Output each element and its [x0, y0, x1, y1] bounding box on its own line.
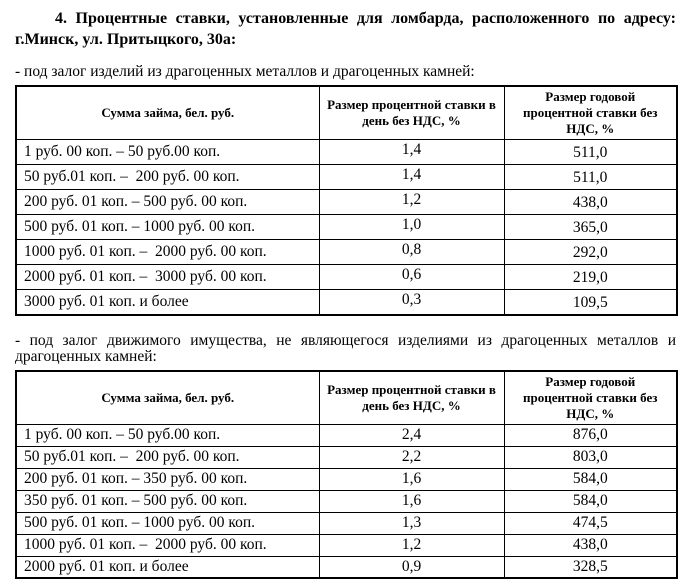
loan-amount-cell: 500 руб. 01 коп. – 1000 руб. 00 коп.: [15, 214, 320, 240]
header-row: Сумма займа, бел. руб. Размер процентной…: [15, 85, 678, 140]
daily-rate-cell: 1,4: [318, 139, 505, 165]
table-row: 500 руб. 01 коп. – 1000 руб. 00 коп. 1,0…: [15, 214, 678, 240]
title-line-2: г.Минск, ул. Притыцкого, 30а:: [15, 31, 237, 48]
loan-amount-cell: 200 руб. 01 коп. – 350 руб. 00 коп.: [15, 467, 320, 491]
table-row: 3000 руб. 01 коп. и более 0,3 109,5: [15, 289, 678, 315]
table-row: 1000 руб. 01 коп. – 2000 руб. 00 коп. 0,…: [15, 239, 678, 265]
daily-rate-cell: 1,6: [318, 489, 505, 513]
annual-rate-cell: 876,0: [503, 423, 678, 447]
annual-rate-cell: 292,0: [503, 239, 678, 265]
precious-metals-rates-table: Сумма займа, бел. руб. Размер процентной…: [15, 85, 678, 316]
caption-line-2: драгоценных камней:: [15, 347, 157, 365]
column-header-daily-rate: Размер процентной ставки в день без НДС,…: [318, 85, 505, 140]
loan-amount-cell: 1 руб. 00 коп. – 50 руб.00 коп.: [15, 423, 320, 447]
annual-rate-cell: 109,5: [503, 289, 678, 315]
daily-rate-cell: 0,8: [318, 239, 505, 265]
annual-rate-cell: 219,0: [503, 264, 678, 290]
loan-amount-cell: 2000 руб. 01 коп. и более: [15, 555, 320, 579]
annual-rate-cell: 365,0: [503, 214, 678, 240]
movable-property-rates-table: Сумма займа, бел. руб. Размер процентной…: [15, 369, 678, 579]
daily-rate-cell: 1,3: [318, 511, 505, 535]
loan-amount-cell: 200 руб. 01 коп. – 500 руб. 00 коп.: [15, 189, 320, 215]
daily-rate-cell: 1,2: [318, 533, 505, 557]
daily-rate-cell: 2,4: [318, 423, 505, 447]
annual-rate-cell: 511,0: [503, 164, 678, 190]
annual-rate-cell: 328,5: [503, 555, 678, 579]
annual-rate-cell: 584,0: [503, 489, 678, 513]
table-row: 200 руб. 01 коп. – 350 руб. 00 коп. 1,6 …: [15, 467, 678, 491]
table-row: 2000 руб. 01 коп. – 3000 руб. 00 коп. 0,…: [15, 264, 678, 290]
daily-rate-cell: 0,6: [318, 264, 505, 290]
table-row: 350 руб. 01 коп. – 500 руб. 00 коп. 1,6 …: [15, 489, 678, 513]
annual-rate-cell: 803,0: [503, 445, 678, 469]
table-row: 1000 руб. 01 коп. – 2000 руб. 00 коп. 1,…: [15, 533, 678, 557]
daily-rate-cell: 1,2: [318, 189, 505, 215]
daily-rate-cell: 0,9: [318, 555, 505, 579]
loan-amount-cell: 3000 руб. 01 коп. и более: [15, 289, 320, 315]
section1-caption: - под залог изделий из драгоценных метал…: [15, 63, 475, 80]
annual-rate-cell: 438,0: [503, 189, 678, 215]
table-row: 1 руб. 00 коп. – 50 руб.00 коп. 1,4 511,…: [15, 139, 678, 165]
loan-amount-cell: 50 руб.01 коп. – 200 руб. 00 коп.: [15, 445, 320, 469]
column-header-loan-amount: Сумма займа, бел. руб.: [15, 85, 320, 140]
table-row: 1 руб. 00 коп. – 50 руб.00 коп. 2,4 876,…: [15, 423, 678, 447]
annual-rate-cell: 584,0: [503, 467, 678, 491]
daily-rate-cell: 0,3: [318, 289, 505, 315]
loan-amount-cell: 1 руб. 00 коп. – 50 руб.00 коп.: [15, 139, 320, 165]
column-header-annual-rate: Размер годовой процентной ставки без НДС…: [503, 85, 678, 140]
daily-rate-cell: 1,0: [318, 214, 505, 240]
loan-amount-cell: 50 руб.01 коп. – 200 руб. 00 коп.: [15, 164, 320, 190]
column-header-loan-amount: Сумма займа, бел. руб.: [15, 370, 320, 425]
loan-amount-cell: 2000 руб. 01 коп. – 3000 руб. 00 коп.: [15, 264, 320, 290]
table-row: 50 руб.01 коп. – 200 руб. 00 коп. 1,4 51…: [15, 164, 678, 190]
table-row: 50 руб.01 коп. – 200 руб. 00 коп. 2,2 80…: [15, 445, 678, 469]
daily-rate-cell: 2,2: [318, 445, 505, 469]
annual-rate-cell: 474,5: [503, 511, 678, 535]
table-row: 2000 руб. 01 коп. и более 0,9 328,5: [15, 555, 678, 579]
daily-rate-cell: 1,4: [318, 164, 505, 190]
column-header-daily-rate: Размер процентной ставки в день без НДС,…: [318, 370, 505, 425]
loan-amount-cell: 1000 руб. 01 коп. – 2000 руб. 00 коп.: [15, 239, 320, 265]
title-line-1: 4. Процентные ставки, установленные для …: [55, 10, 676, 27]
loan-amount-cell: 500 руб. 01 коп. – 1000 руб. 00 коп.: [15, 511, 320, 535]
loan-amount-cell: 350 руб. 01 коп. – 500 руб. 00 коп.: [15, 489, 320, 513]
table-row: 200 руб. 01 коп. – 500 руб. 00 коп. 1,2 …: [15, 189, 678, 215]
section2-caption: - под залог движимого имущества, не явля…: [15, 331, 676, 365]
column-header-annual-rate: Размер годовой процентной ставки без НДС…: [503, 370, 678, 425]
header-row: Сумма займа, бел. руб. Размер процентной…: [15, 370, 678, 425]
loan-amount-cell: 1000 руб. 01 коп. – 2000 руб. 00 коп.: [15, 533, 320, 557]
daily-rate-cell: 1,6: [318, 467, 505, 491]
table-row: 500 руб. 01 коп. – 1000 руб. 00 коп. 1,3…: [15, 511, 678, 535]
annual-rate-cell: 438,0: [503, 533, 678, 557]
page-title: 4. Процентные ставки, установленные для …: [15, 8, 676, 50]
annual-rate-cell: 511,0: [503, 139, 678, 165]
caption-line-1: - под залог движимого имущества, не явля…: [15, 331, 676, 349]
